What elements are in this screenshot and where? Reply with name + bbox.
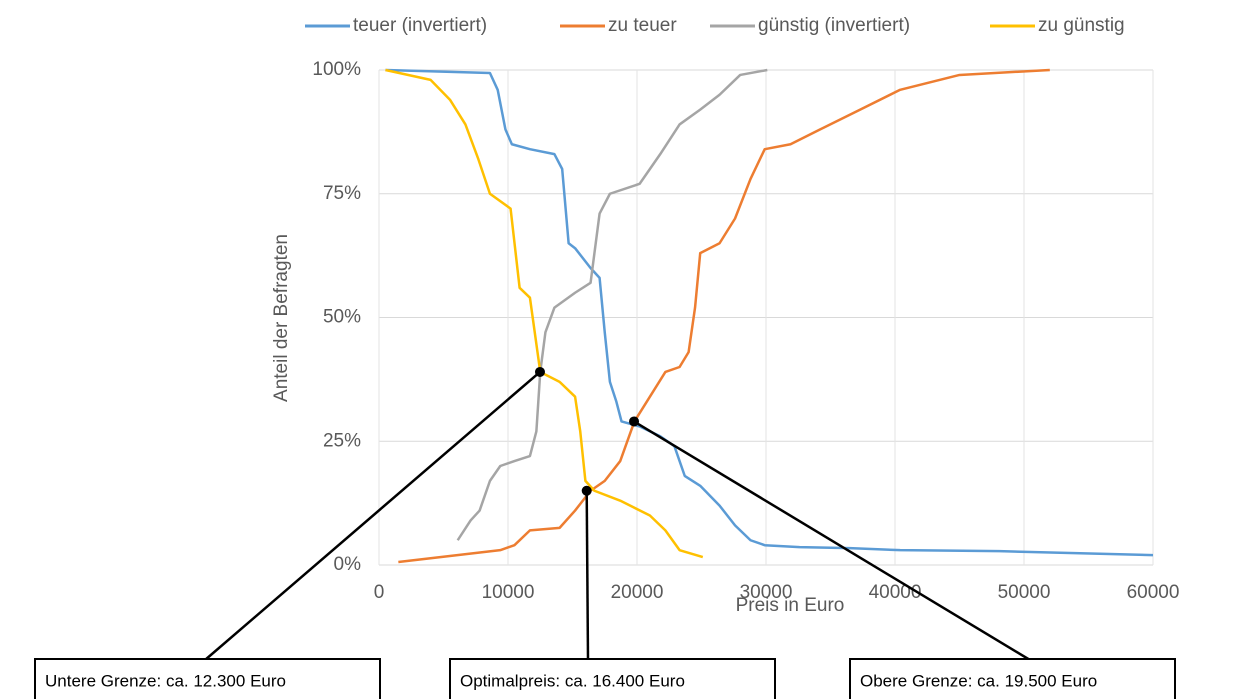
x-tick-label: 50000 <box>998 582 1051 603</box>
series-line <box>456 68 768 541</box>
annotation-point <box>581 485 592 496</box>
box-frame <box>449 658 776 699</box>
box-frame <box>849 658 1176 699</box>
leader-line <box>204 371 541 661</box>
y-tick-label: 0% <box>334 554 362 575</box>
legend-label: zu teuer <box>608 15 677 36</box>
x-tick-label: 60000 <box>1127 582 1180 603</box>
x-tick-label: 30000 <box>740 582 793 603</box>
x-tick-label: 40000 <box>869 582 922 603</box>
y-axis-label: Anteil der Befragten <box>271 234 292 402</box>
annotation-box: Optimalpreis: ca. 16.400 Euro <box>449 658 776 699</box>
annotation-text: Optimalpreis: ca. 16.400 Euro <box>460 671 685 690</box>
annotation-box: Obere Grenze: ca. 19.500 Euro <box>849 658 1176 699</box>
x-axis-label: Preis in Euro <box>736 595 845 616</box>
y-tick-label: 50% <box>323 307 361 328</box>
x-tick-label: 0 <box>374 582 385 603</box>
series-line <box>385 68 1154 557</box>
box-frame <box>34 658 381 699</box>
y-tick-label: 75% <box>323 183 361 204</box>
series-line <box>385 68 704 559</box>
y-tick-label: 25% <box>323 430 361 451</box>
x-tick-label: 10000 <box>482 582 535 603</box>
annotation-point <box>629 416 640 427</box>
legend-label: teuer (invertiert) <box>353 15 487 36</box>
annotation-text: Obere Grenze: ca. 19.500 Euro <box>860 671 1097 690</box>
annotation-text: Untere Grenze: ca. 12.300 Euro <box>45 671 286 690</box>
y-tick-label: 100% <box>312 59 361 80</box>
series-line <box>398 68 1050 564</box>
leader-line <box>633 420 1031 662</box>
legend-label: günstig (invertiert) <box>758 15 910 36</box>
annotation-point <box>534 366 545 377</box>
annotation-box: Untere Grenze: ca. 12.300 Euro <box>34 658 381 699</box>
x-tick-label: 20000 <box>611 582 664 603</box>
legend-label: zu günstig <box>1038 15 1125 36</box>
leader-line <box>585 490 590 661</box>
